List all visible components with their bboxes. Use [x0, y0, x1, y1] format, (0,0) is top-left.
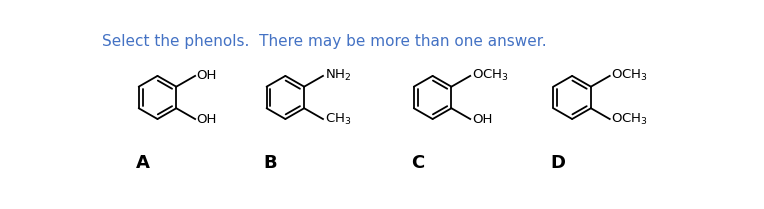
- Text: OH: OH: [196, 112, 217, 126]
- Text: OH: OH: [196, 69, 217, 82]
- Text: B: B: [264, 154, 277, 172]
- Text: Select the phenols.  There may be more than one answer.: Select the phenols. There may be more th…: [102, 34, 546, 48]
- Text: OCH$_3$: OCH$_3$: [611, 111, 648, 127]
- Text: D: D: [550, 154, 565, 172]
- Text: OCH$_3$: OCH$_3$: [611, 68, 648, 83]
- Text: C: C: [411, 154, 424, 172]
- Text: NH$_2$: NH$_2$: [325, 68, 351, 83]
- Text: CH$_3$: CH$_3$: [325, 111, 351, 127]
- Text: OCH$_3$: OCH$_3$: [471, 68, 509, 83]
- Text: A: A: [136, 154, 150, 172]
- Text: OH: OH: [471, 112, 492, 126]
